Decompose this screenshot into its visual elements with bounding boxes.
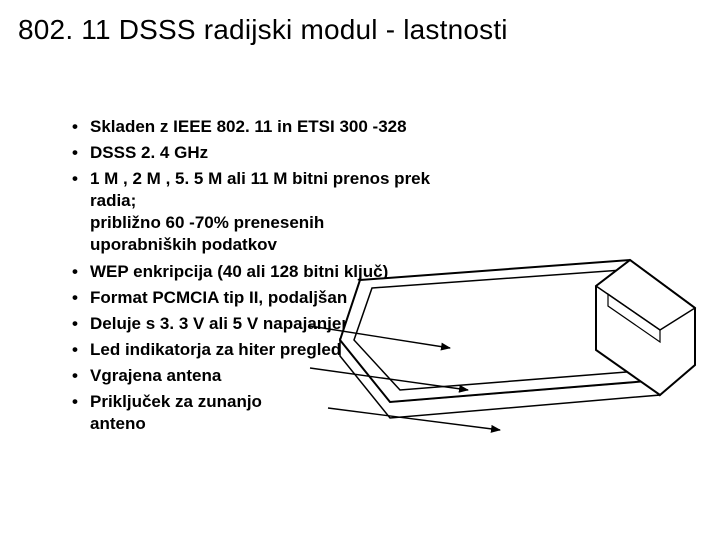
list-item: Deluje s 3. 3 V ali 5 V napajanjem bbox=[72, 313, 452, 335]
bullet-text: Led indikatorja za hiter pregled bbox=[90, 340, 341, 359]
list-item: Skladen z IEEE 802. 11 in ETSI 300 -328 bbox=[72, 116, 452, 138]
bullet-text: Format PCMCIA tip II, podaljšan bbox=[90, 288, 347, 307]
slide-title: 802. 11 DSSS radijski modul - lastnosti bbox=[18, 14, 508, 46]
bullet-text: Vgrajena antena bbox=[90, 366, 221, 385]
bullet-text: Priključek za zunanjo bbox=[90, 392, 262, 411]
list-item: Vgrajena antena bbox=[72, 365, 452, 387]
bullet-text: DSSS 2. 4 GHz bbox=[90, 143, 208, 162]
bullet-sub: uporabniških podatkov bbox=[90, 234, 452, 256]
bullet-text: Deluje s 3. 3 V ali 5 V napajanjem bbox=[90, 314, 356, 333]
card-extension-block bbox=[596, 260, 695, 395]
bullet-sub: približno 60 -70% prenesenih bbox=[90, 212, 452, 234]
list-item: Format PCMCIA tip II, podaljšan bbox=[72, 287, 452, 309]
bullet-sub: anteno bbox=[90, 413, 452, 435]
bullet-text: 1 M , 2 M , 5. 5 M ali 11 M bitni prenos… bbox=[90, 169, 430, 210]
card-back-thickness bbox=[660, 350, 695, 395]
bullet-text: WEP enkripcija (40 ali 128 bitni ključ) bbox=[90, 262, 388, 281]
list-item: DSSS 2. 4 GHz bbox=[72, 142, 452, 164]
list-item: Led indikatorja za hiter pregled bbox=[72, 339, 452, 361]
list-item: WEP enkripcija (40 ali 128 bitni ključ) bbox=[72, 261, 452, 283]
bullet-list: Skladen z IEEE 802. 11 in ETSI 300 -328 … bbox=[72, 116, 452, 439]
list-item: Priključek za zunanjo anteno bbox=[72, 391, 452, 435]
list-item: 1 M , 2 M , 5. 5 M ali 11 M bitni prenos… bbox=[72, 168, 452, 256]
bullet-text: Skladen z IEEE 802. 11 in ETSI 300 -328 bbox=[90, 117, 407, 136]
card-connector-slot bbox=[608, 294, 660, 342]
card-extension-top bbox=[596, 260, 695, 330]
